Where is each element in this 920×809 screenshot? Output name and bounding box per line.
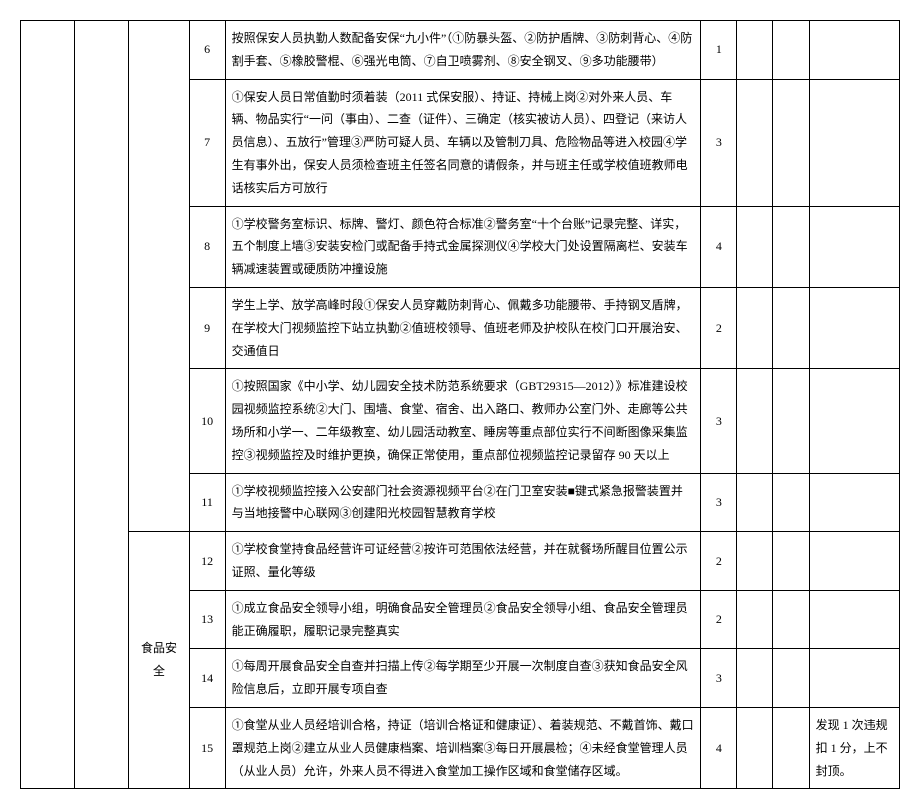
row-score: 3: [701, 649, 737, 708]
row-desc: ①按照国家《中小学、幼儿园安全技术防范系统要求（GBT29315—2012）》标…: [225, 369, 701, 473]
row-desc: ①食堂从业人员经培训合格，持证（培训合格证和健康证）、着装规范、不戴首饰、戴口罩…: [225, 707, 701, 788]
table-body: 6 按照保安人员执勤人数配备安保“九小件”（①防暴头盔、②防护盾牌、③防刺背心、…: [21, 21, 900, 789]
row-score: 2: [701, 590, 737, 649]
row-num: 15: [189, 707, 225, 788]
row-note: [809, 473, 899, 532]
row-blank1: [737, 473, 773, 532]
row-note: [809, 649, 899, 708]
row-blank1: [737, 206, 773, 287]
col2-merged: [75, 21, 129, 789]
row-num: 14: [189, 649, 225, 708]
row-score: 3: [701, 369, 737, 473]
category-cell-food: 食品安全: [129, 532, 189, 789]
row-blank1: [737, 21, 773, 80]
row-num: 6: [189, 21, 225, 80]
row-desc: ①保安人员日常值勤时须着装（2011 式保安服）、持证、持械上岗②对外来人员、车…: [225, 79, 701, 206]
row-note: 发现 1 次违规扣 1 分，上不封顶。: [809, 707, 899, 788]
row-blank2: [773, 287, 809, 368]
row-blank2: [773, 21, 809, 80]
category-cell-upper: [129, 21, 189, 532]
row-num: 7: [189, 79, 225, 206]
row-score: 3: [701, 79, 737, 206]
row-blank1: [737, 649, 773, 708]
table-row: 6 按照保安人员执勤人数配备安保“九小件”（①防暴头盔、②防护盾牌、③防刺背心、…: [21, 21, 900, 80]
row-blank2: [773, 206, 809, 287]
row-blank2: [773, 590, 809, 649]
row-blank1: [737, 532, 773, 591]
row-blank2: [773, 473, 809, 532]
row-note: [809, 532, 899, 591]
row-desc: ①学校视频监控接入公安部门社会资源视频平台②在门卫室安装■键式紧急报警装置并与当…: [225, 473, 701, 532]
row-desc: ①每周开展食品安全自查并扫描上传②每学期至少开展一次制度自查③获知食品安全风险信…: [225, 649, 701, 708]
row-blank2: [773, 532, 809, 591]
row-desc: ①学校警务室标识、标牌、警灯、颜色符合标准②警务室“十个台账”记录完整、详实，五…: [225, 206, 701, 287]
row-num: 9: [189, 287, 225, 368]
row-note: [809, 79, 899, 206]
row-num: 12: [189, 532, 225, 591]
row-blank1: [737, 287, 773, 368]
row-score: 1: [701, 21, 737, 80]
row-blank1: [737, 369, 773, 473]
row-blank1: [737, 707, 773, 788]
assessment-table: 6 按照保安人员执勤人数配备安保“九小件”（①防暴头盔、②防护盾牌、③防刺背心、…: [20, 20, 900, 789]
row-num: 11: [189, 473, 225, 532]
row-score: 2: [701, 532, 737, 591]
row-num: 8: [189, 206, 225, 287]
row-blank1: [737, 590, 773, 649]
row-desc: 学生上学、放学高峰时段①保安人员穿戴防刺背心、佩戴多功能腰带、手持钢叉盾牌，在学…: [225, 287, 701, 368]
row-desc: ①成立食品安全领导小组，明确食品安全管理员②食品安全领导小组、食品安全管理员能正…: [225, 590, 701, 649]
row-note: [809, 590, 899, 649]
table-row: 食品安全 12 ①学校食堂持食品经营许可证经营②按许可范围依法经营，并在就餐场所…: [21, 532, 900, 591]
row-blank2: [773, 79, 809, 206]
row-num: 10: [189, 369, 225, 473]
row-score: 4: [701, 206, 737, 287]
row-blank2: [773, 707, 809, 788]
row-note: [809, 287, 899, 368]
row-desc: 按照保安人员执勤人数配备安保“九小件”（①防暴头盔、②防护盾牌、③防刺背心、④防…: [225, 21, 701, 80]
row-score: 4: [701, 707, 737, 788]
row-desc: ①学校食堂持食品经营许可证经营②按许可范围依法经营，并在就餐场所醒目位置公示证照…: [225, 532, 701, 591]
col1-merged: [21, 21, 75, 789]
row-score: 2: [701, 287, 737, 368]
row-score: 3: [701, 473, 737, 532]
table-container: 6 按照保安人员执勤人数配备安保“九小件”（①防暴头盔、②防护盾牌、③防刺背心、…: [20, 20, 900, 789]
row-note: [809, 21, 899, 80]
row-blank2: [773, 649, 809, 708]
row-num: 13: [189, 590, 225, 649]
row-note: [809, 206, 899, 287]
row-blank2: [773, 369, 809, 473]
row-blank1: [737, 79, 773, 206]
row-note: [809, 369, 899, 473]
